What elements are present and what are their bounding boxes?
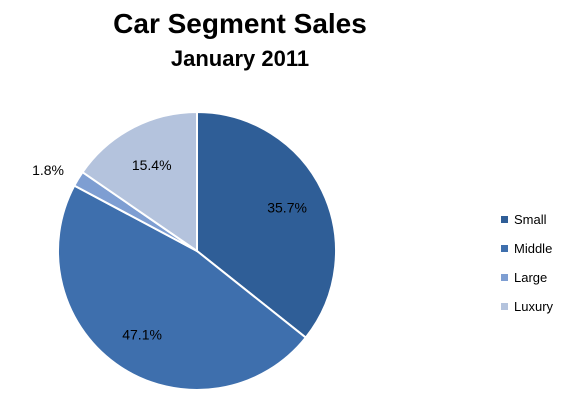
chart-subtitle: January 2011 xyxy=(170,46,310,71)
legend: Small Middle Large Luxury xyxy=(501,205,567,321)
legend-label-luxury: Luxury xyxy=(514,299,554,314)
legend-item-luxury: Luxury xyxy=(501,292,567,321)
slice-label-luxury: 15.4% xyxy=(132,157,172,173)
legend-label-middle: Middle xyxy=(514,241,553,256)
legend-swatch-small xyxy=(501,216,508,223)
legend-swatch-luxury xyxy=(501,303,508,310)
legend-swatch-middle xyxy=(501,245,508,252)
slice-label-small: 35.7% xyxy=(267,200,307,216)
pie-slice-middle xyxy=(56,184,308,391)
slice-label-large: 1.8% xyxy=(32,162,64,178)
legend-label-small: Small xyxy=(514,212,547,227)
legend-item-large: Large xyxy=(501,263,567,292)
legend-label-large: Large xyxy=(514,270,548,285)
legend-swatch-large xyxy=(501,274,508,281)
legend-item-small: Small xyxy=(501,205,567,234)
pie-slice-luxury xyxy=(81,110,198,253)
legend-item-middle: Middle xyxy=(501,234,567,263)
chart-title: Car Segment Sales xyxy=(113,8,367,39)
slice-label-middle: 47.1% xyxy=(122,327,162,343)
pie-slice-small xyxy=(196,110,337,339)
